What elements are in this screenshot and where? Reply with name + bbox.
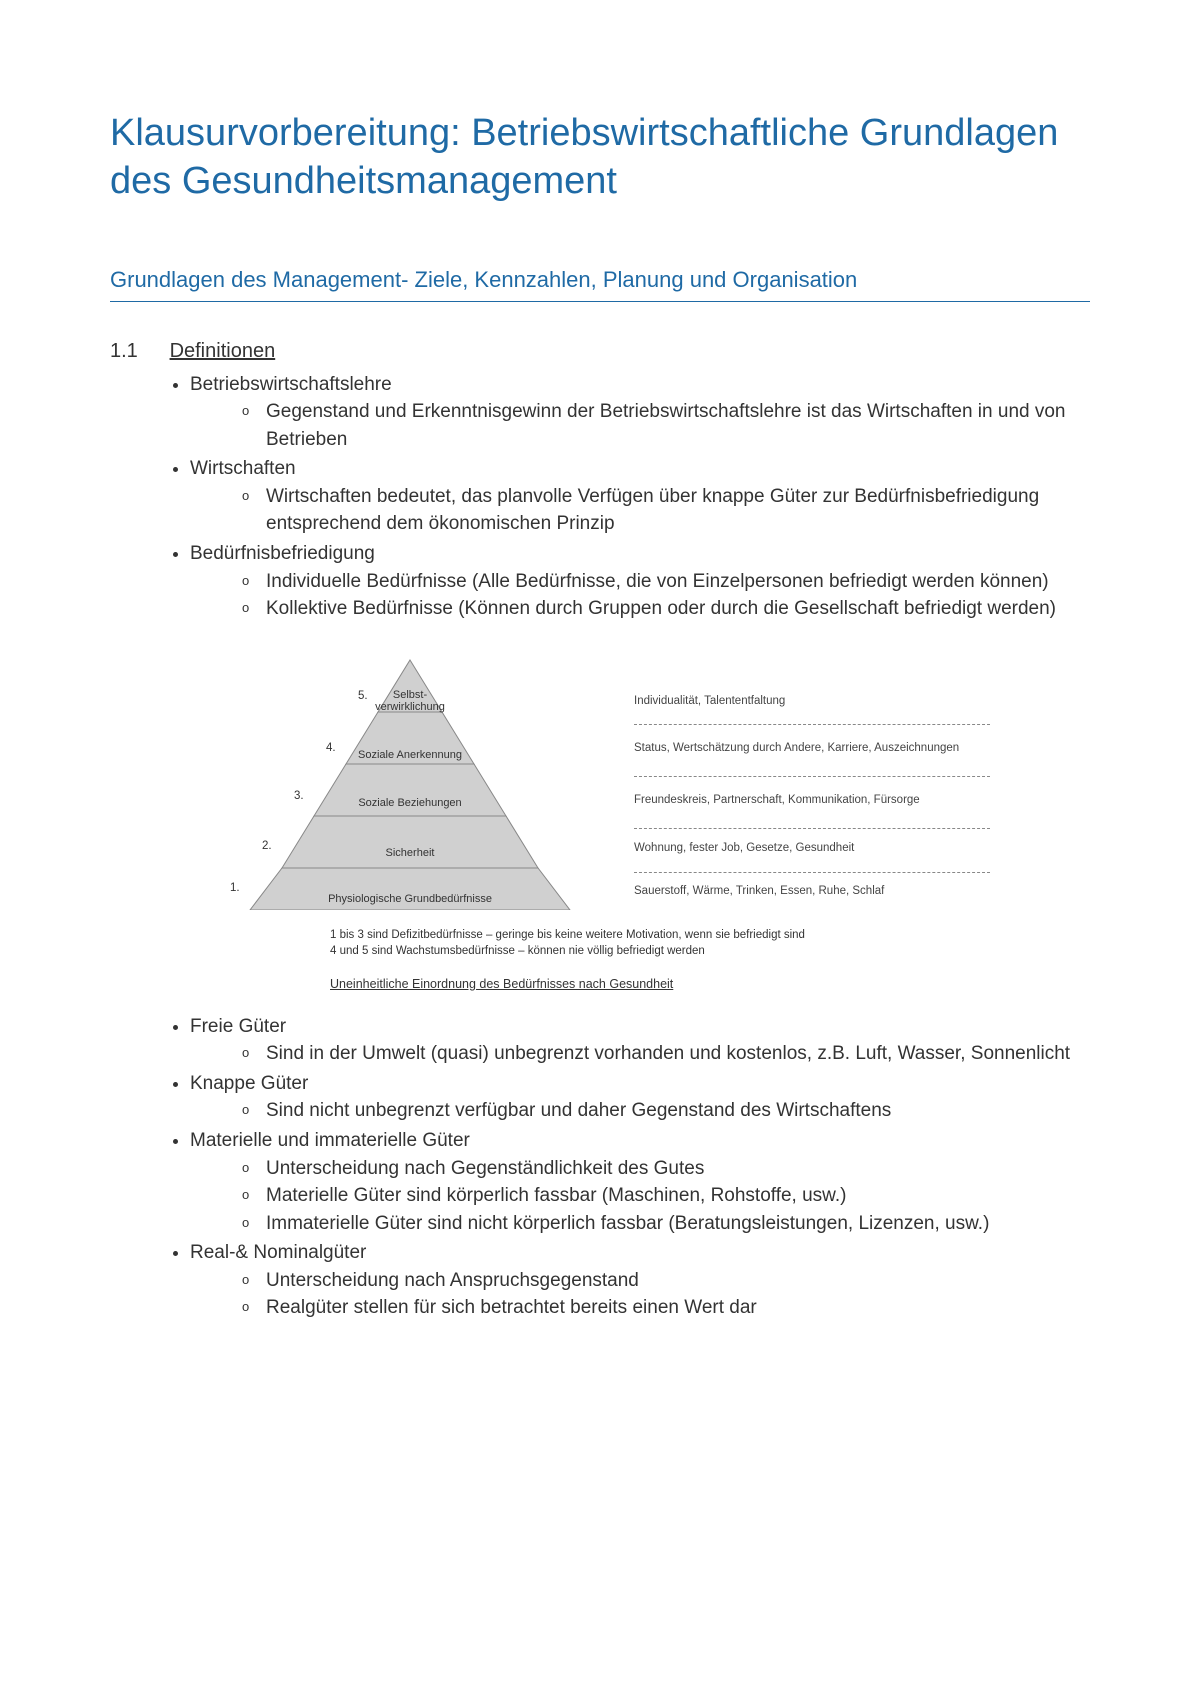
- term: Bedürfnisbefriedigung: [190, 543, 375, 564]
- note-line: 4 und 5 sind Wachstumsbedürfnisse – könn…: [330, 943, 990, 959]
- pyramid-label: Soziale Anerkennung: [358, 749, 462, 761]
- level-num: 4.: [326, 742, 336, 754]
- defs-list-top: Betriebswirtschaftslehre Gegenstand und …: [190, 371, 1090, 623]
- pyramid-note: 1 bis 3 sind Defizitbedürfnisse – gering…: [330, 927, 990, 959]
- pyramid-desc: Freundeskreis, Partnerschaft, Kommunikat…: [634, 777, 990, 829]
- pyramid-label: Sicherheit: [386, 847, 435, 859]
- sub-item: Realgüter stellen für sich betrachtet be…: [242, 1294, 1090, 1322]
- sub-item: Gegenstand und Erkenntnisgewinn der Betr…: [242, 398, 1090, 453]
- note-line: 1 bis 3 sind Defizitbedürfnisse – gering…: [330, 927, 990, 943]
- sub-item: Sind in der Umwelt (quasi) unbegrenzt vo…: [242, 1040, 1090, 1068]
- list-item: Wirtschaften Wirtschaften bedeutet, das …: [190, 455, 1090, 538]
- level-num: 1.: [230, 882, 240, 894]
- sub-item: Immaterielle Güter sind nicht körperlich…: [242, 1210, 1090, 1238]
- section-label: Definitionen: [170, 340, 276, 362]
- pyramid-caption: Uneinheitliche Einordnung des Bedürfniss…: [330, 977, 990, 991]
- sub-item: Unterscheidung nach Gegenständlichkeit d…: [242, 1155, 1090, 1183]
- pyramid-desc-col: Individualität, Talententfaltung Status,…: [610, 643, 990, 915]
- pyramid-label: verwirklichung: [375, 701, 445, 713]
- page-subtitle: Grundlagen des Management- Ziele, Kennza…: [110, 265, 1090, 302]
- pyramid-level-2: [282, 816, 538, 868]
- sub-item: Materielle Güter sind körperlich fassbar…: [242, 1182, 1090, 1210]
- term: Wirtschaften: [190, 458, 296, 479]
- pyramid-desc: Status, Wertschätzung durch Andere, Karr…: [634, 725, 990, 777]
- term: Knappe Güter: [190, 1073, 308, 1094]
- list-item: Betriebswirtschaftslehre Gegenstand und …: [190, 371, 1090, 454]
- pyramid-label: Physiologische Grundbedürfnisse: [328, 893, 492, 905]
- sub-item: Wirtschaften bedeutet, das planvolle Ver…: [242, 483, 1090, 538]
- list-item: Materielle und immaterielle Güter Unters…: [190, 1127, 1090, 1237]
- page-title: Klausurvorbereitung: Betriebswirtschaftl…: [110, 110, 1090, 205]
- pyramid-desc: Wohnung, fester Job, Gesetze, Gesundheit: [634, 829, 990, 873]
- section-heading: 1.1 Definitionen: [110, 340, 1090, 363]
- level-num: 2.: [262, 840, 272, 852]
- sub-item: Sind nicht unbegrenzt verfügbar und dahe…: [242, 1097, 1090, 1125]
- pyramid-label: Selbst-: [393, 689, 428, 701]
- sub-item: Individuelle Bedürfnisse (Alle Bedürfnis…: [242, 568, 1090, 596]
- term: Freie Güter: [190, 1016, 286, 1037]
- list-item: Real-& Nominalgüter Unterscheidung nach …: [190, 1239, 1090, 1322]
- list-item: Bedürfnisbefriedigung Individuelle Bedür…: [190, 540, 1090, 623]
- term: Materielle und immaterielle Güter: [190, 1130, 470, 1151]
- pyramid-desc: Sauerstoff, Wärme, Trinken, Essen, Ruhe,…: [634, 873, 990, 915]
- term: Real-& Nominalgüter: [190, 1242, 366, 1263]
- level-num: 5.: [358, 690, 368, 702]
- level-num: 3.: [294, 790, 304, 802]
- list-item: Knappe Güter Sind nicht unbegrenzt verfü…: [190, 1070, 1090, 1125]
- section-number: 1.1: [110, 340, 164, 363]
- maslow-pyramid: Selbst- verwirklichung Soziale Anerkennu…: [210, 643, 990, 991]
- list-item: Freie Güter Sind in der Umwelt (quasi) u…: [190, 1013, 1090, 1068]
- sub-item: Unterscheidung nach Anspruchsgegenstand: [242, 1267, 1090, 1295]
- term: Betriebswirtschaftslehre: [190, 374, 392, 395]
- pyramid-desc: Individualität, Talententfaltung: [634, 683, 990, 725]
- pyramid-svg: Selbst- verwirklichung Soziale Anerkennu…: [210, 650, 610, 910]
- sub-item: Kollektive Bedürfnisse (Können durch Gru…: [242, 595, 1090, 623]
- pyramid-label: Soziale Beziehungen: [358, 797, 461, 809]
- defs-list-bottom: Freie Güter Sind in der Umwelt (quasi) u…: [190, 1013, 1090, 1322]
